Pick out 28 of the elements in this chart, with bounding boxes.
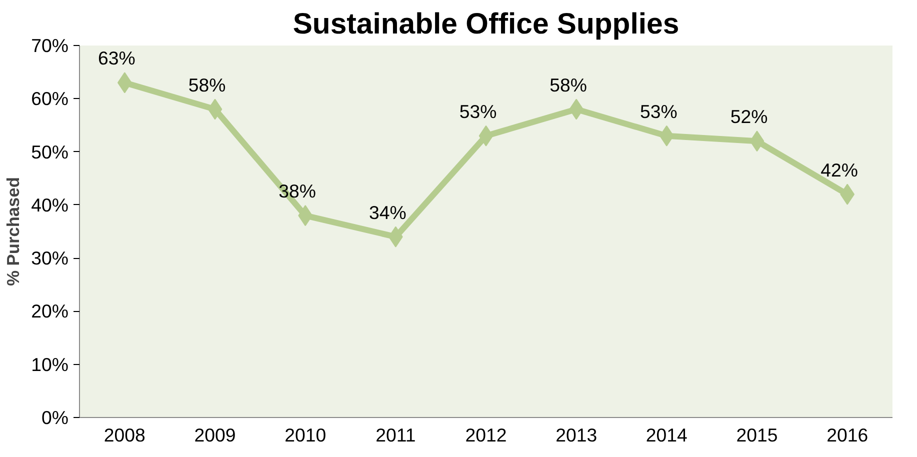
data-label: 53% [459, 100, 497, 122]
x-tick-label: 2014 [646, 424, 688, 446]
y-tick-label: 40% [31, 194, 69, 216]
y-tick-label: 70% [31, 35, 69, 56]
y-tick-label: 0% [42, 407, 69, 428]
x-tick-label: 2012 [465, 424, 507, 446]
x-tick-label: 2013 [556, 424, 598, 446]
data-label: 58% [550, 74, 588, 96]
x-tick-label: 2010 [284, 424, 326, 446]
data-label: 63% [98, 48, 136, 69]
data-label: 38% [278, 180, 316, 202]
y-tick-label: 60% [31, 88, 69, 110]
x-tick-label: 2011 [376, 424, 416, 446]
data-label: 42% [820, 159, 858, 180]
data-label: 34% [368, 202, 406, 223]
x-tick-label: 2016 [826, 424, 868, 446]
data-label: 53% [640, 100, 678, 122]
data-label: 58% [188, 74, 226, 96]
y-axis-title: % Purchased [3, 177, 24, 286]
chart-title: Sustainable Office Supplies [292, 8, 680, 40]
y-tick-label: 50% [31, 141, 69, 162]
data-label: 52% [730, 106, 768, 128]
y-tick-label: 20% [31, 300, 69, 322]
x-tick-label: 2008 [104, 424, 146, 446]
y-tick-label: 10% [31, 354, 69, 375]
x-tick-label: 2009 [194, 424, 236, 446]
x-tick-label: 2015 [736, 424, 778, 446]
y-tick-label: 30% [31, 248, 69, 269]
